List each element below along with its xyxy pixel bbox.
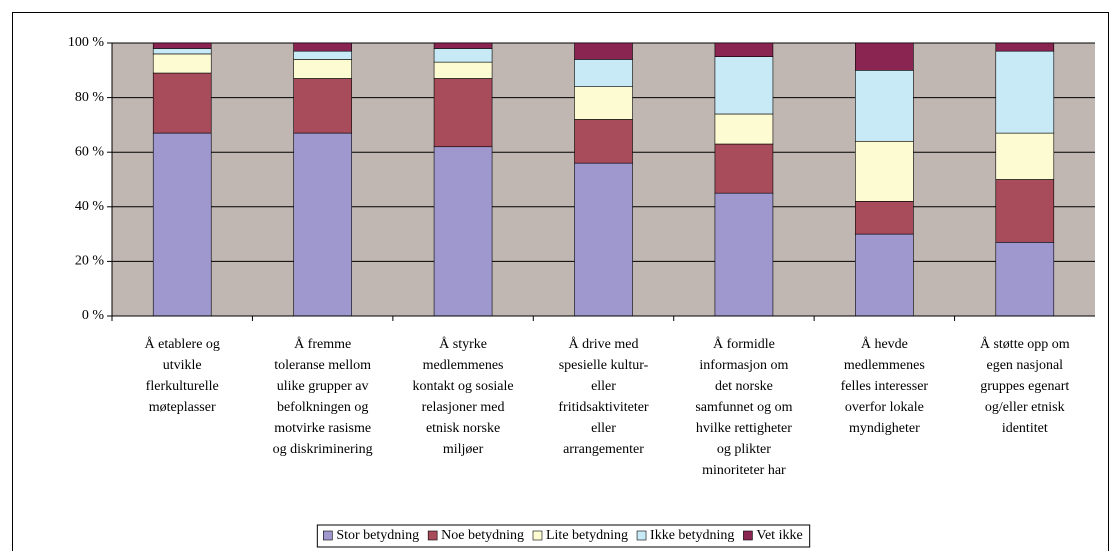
bar-segment <box>995 42 1055 52</box>
legend-swatch <box>427 530 438 541</box>
x-tick-label: og plikter <box>717 442 771 457</box>
legend-label: Stor betydning <box>336 528 419 543</box>
legend-label: Lite betydning <box>546 528 628 543</box>
x-tick-label: overfor lokale <box>845 400 924 415</box>
x-tick-label: fritidsaktiviteter <box>558 400 649 415</box>
bar-segment <box>433 78 493 148</box>
bar-segment <box>574 119 633 164</box>
bar-segment <box>995 132 1055 180</box>
x-tick-label: informasjon om <box>699 358 788 373</box>
bar-segment <box>995 50 1055 134</box>
x-tick-label: myndigheter <box>849 421 920 436</box>
legend-swatch <box>743 530 753 541</box>
x-tick-label: utvikle <box>163 358 202 373</box>
bar-segment <box>995 241 1055 317</box>
bar-segment <box>574 162 633 317</box>
x-tick-label: toleranse mellom <box>274 358 371 373</box>
bar-segment <box>574 42 633 60</box>
x-tick-label: Å støtte opp om <box>980 336 1070 352</box>
y-tick-label: 80 % <box>75 90 105 105</box>
bar-segment <box>714 192 774 317</box>
legend-label: Ikke betydning <box>650 528 734 543</box>
bar-segment <box>293 50 352 60</box>
bar-segment <box>574 86 633 120</box>
bar-segment <box>855 70 914 142</box>
bar-segment <box>855 201 914 235</box>
bar-segment <box>293 132 352 317</box>
x-tick-label: spesielle kultur- <box>559 358 649 373</box>
bar-segment <box>152 72 212 134</box>
x-tick-label: Å etablere og <box>145 336 220 352</box>
legend-swatch <box>323 530 333 541</box>
legend-box <box>316 524 811 548</box>
bar-segment <box>995 179 1055 243</box>
x-tick-label: Å hevde <box>861 336 908 352</box>
x-tick-label: befolkningen og <box>277 400 368 415</box>
bar-segment <box>293 78 352 134</box>
x-tick-label: ulike grupper av <box>277 379 369 394</box>
bar-segment <box>293 59 352 79</box>
bar-segment <box>152 42 212 49</box>
legend-swatch <box>532 530 543 541</box>
bar-segment <box>433 42 493 49</box>
x-tick-label: felles interesser <box>841 379 929 394</box>
x-tick-label: eller <box>591 421 616 436</box>
x-tick-label: samfunnet og om <box>695 400 792 415</box>
x-tick-label: Å styrke <box>439 336 487 352</box>
bar-segment <box>855 42 914 71</box>
x-tick-label: minoriteter har <box>702 463 786 478</box>
bar-segment <box>433 61 493 79</box>
bar-segment <box>152 53 212 74</box>
x-tick-label: og/eller etnisk <box>985 400 1065 415</box>
bar-segment <box>714 42 774 57</box>
y-tick-label: 100 % <box>68 35 105 50</box>
x-tick-label: eller <box>591 379 616 394</box>
x-tick-label: relasjoner med <box>422 400 505 415</box>
x-tick-label: Å drive med <box>569 336 639 352</box>
bar-segment <box>152 132 212 317</box>
y-tick-label: 60 % <box>75 144 105 159</box>
x-tick-label: møteplasser <box>149 400 216 415</box>
y-tick-label: 0 % <box>82 308 105 323</box>
x-tick-label: medlemmenes <box>423 358 504 373</box>
bar-segment <box>574 59 633 87</box>
bar-segment <box>293 42 352 52</box>
x-tick-label: det norske <box>715 379 773 394</box>
bar-segment <box>714 113 774 145</box>
bar-segment <box>714 143 774 194</box>
bar-segment <box>855 233 914 317</box>
y-tick-label: 20 % <box>75 254 105 269</box>
x-tick-label: medlemmenes <box>844 358 925 373</box>
x-tick-label: egen nasjonal <box>986 358 1063 373</box>
legend-label: Noe betydning <box>441 528 524 543</box>
x-tick-label: hvilke rettigheter <box>696 421 792 436</box>
x-tick-label: Å formidle <box>713 336 775 352</box>
legend-label: Vet ikke <box>756 528 802 543</box>
x-tick-label: flerkulturelle <box>146 379 219 394</box>
x-tick-label: Å fremme <box>294 336 351 352</box>
x-tick-label: miljøer <box>443 442 484 457</box>
legend-swatch <box>636 530 647 541</box>
x-tick-label: etnisk norske <box>426 421 500 436</box>
x-tick-label: kontakt og sosiale <box>413 379 514 394</box>
x-tick-label: identitet <box>1002 421 1048 436</box>
y-tick-label: 40 % <box>75 199 105 214</box>
bar-segment <box>714 56 774 115</box>
bar-segment <box>855 140 914 202</box>
x-tick-label: arrangementer <box>563 442 644 457</box>
bar-segment <box>433 48 493 63</box>
bar-segment <box>433 146 493 317</box>
x-tick-label: gruppes egenart <box>980 379 1069 394</box>
bar-segment <box>152 48 212 55</box>
x-tick-label: motvirke rasisme <box>274 421 371 436</box>
x-tick-label: og diskriminering <box>273 442 373 457</box>
